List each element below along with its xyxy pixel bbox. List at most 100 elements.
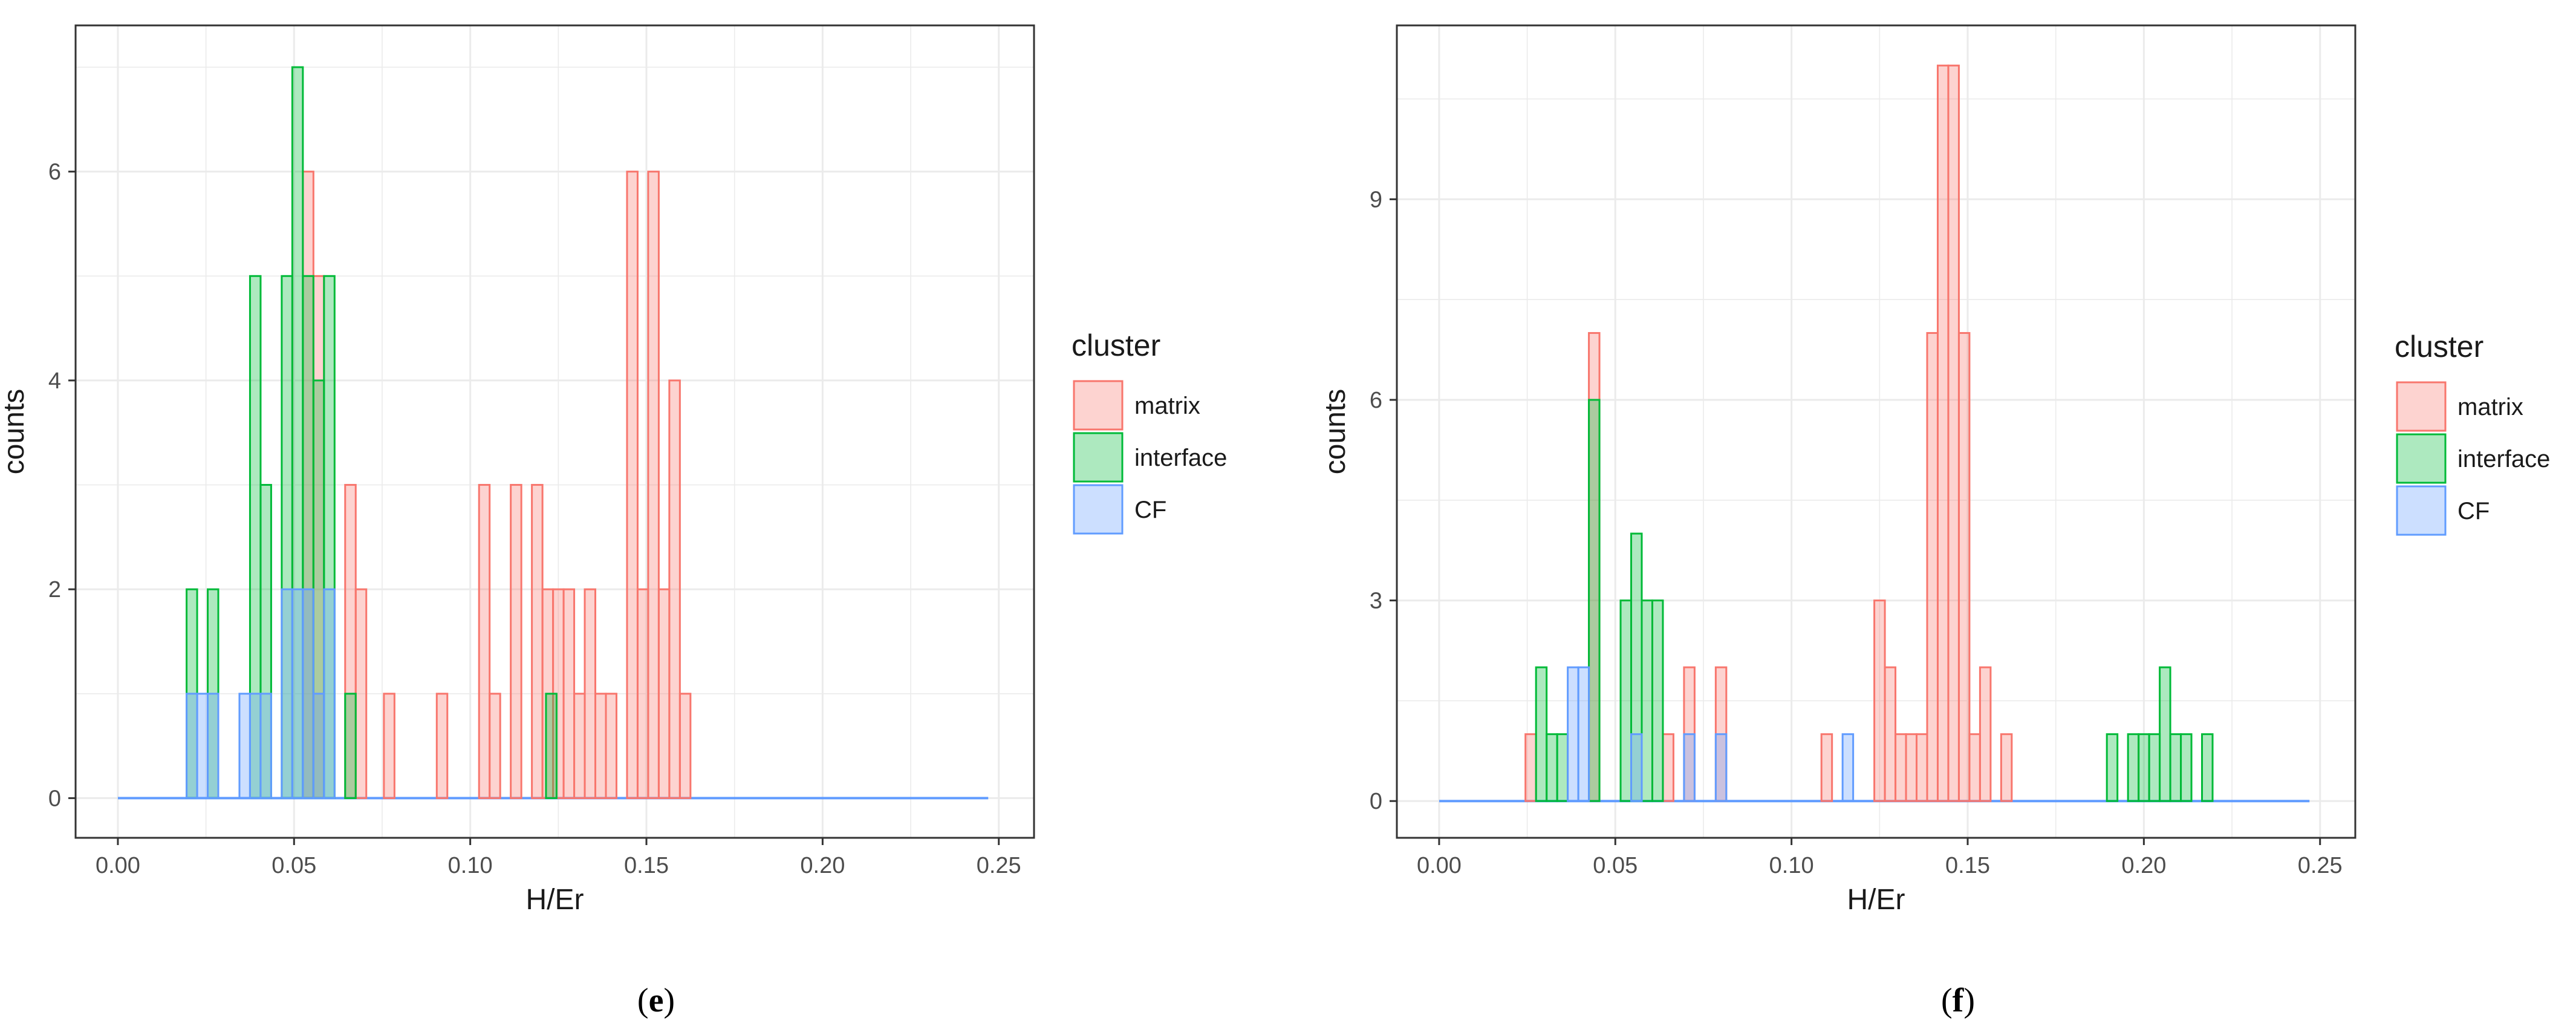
series-CF [1567, 666, 1855, 802]
x-tick-label: 0.25 [2298, 853, 2343, 878]
histogram-bar-matrix [531, 484, 544, 799]
histogram-bar-interface [1535, 666, 1548, 802]
histogram-bar-CF [1841, 733, 1855, 802]
histogram-bar-interface [1588, 399, 1601, 802]
histogram-bar-matrix [562, 588, 576, 799]
histogram-bar-matrix [1662, 733, 1674, 802]
histogram-bar-CF [249, 693, 262, 799]
series-CF [186, 588, 336, 799]
histogram-bar-CF [259, 693, 272, 799]
histogram-bar-matrix [636, 588, 649, 799]
histogram-bar-CF [281, 588, 293, 799]
histogram-bar-matrix [1916, 733, 1928, 802]
y-axis-title: counts [0, 389, 30, 474]
grid [1397, 25, 2355, 838]
x-tick-label: 0.20 [2121, 853, 2166, 878]
x-axis-title: H/Er [1847, 884, 1905, 916]
histogram-bar-interface [344, 693, 357, 799]
histogram-bar-interface [1546, 733, 1558, 802]
histogram-bar-matrix [1979, 666, 1992, 802]
histogram-bar-interface [1651, 599, 1664, 802]
histogram-bar-matrix [678, 693, 692, 799]
histogram-bar-matrix [1895, 733, 1907, 802]
series-interface [186, 66, 558, 799]
x-tick-label: 0.05 [272, 853, 316, 878]
caption-letter: f [1953, 982, 1965, 1019]
histogram-bar-matrix [647, 171, 660, 799]
histogram-bar-CF [1577, 666, 1590, 802]
histogram-bar-CF [312, 693, 325, 799]
legend: cluster matrix interface CF [2395, 330, 2550, 536]
legend: cluster matrix interface CF [1072, 328, 1227, 535]
caption-paren-open: ( [637, 982, 649, 1019]
legend-key-interface [2396, 433, 2447, 484]
histogram-bar-interface [1619, 599, 1633, 802]
histogram-bar-CF [302, 588, 314, 799]
histogram-bar-interface [2180, 733, 2193, 802]
legend-label-CF: CF [1134, 497, 1166, 523]
histogram-bar-matrix [354, 588, 368, 799]
x-tick-label: 0.00 [96, 853, 140, 878]
histogram-bar-interface [2201, 733, 2214, 802]
legend-key-CF [2396, 485, 2447, 536]
histogram-bar-interface [545, 693, 558, 799]
x-tick-label: 0.15 [624, 853, 669, 878]
histogram-bar-matrix [626, 171, 639, 799]
histogram-bar-matrix [1936, 64, 1950, 802]
x-axis-title: H/Er [526, 884, 584, 916]
histogram-bar-matrix [1947, 64, 1960, 802]
histogram-bar-CF [291, 588, 304, 799]
histogram-bar-interface [2148, 733, 2161, 802]
histogram-bar-matrix [584, 588, 597, 799]
caption-paren-close: ) [663, 982, 675, 1019]
histogram-bar-matrix [594, 693, 607, 799]
histogram-bar-matrix [478, 484, 491, 799]
legend-key-CF [1073, 484, 1124, 535]
histogram-bar-matrix [510, 484, 522, 799]
histogram-bar-CF [1714, 733, 1728, 802]
histogram-bar-interface [2169, 733, 2182, 802]
histogram-bar-matrix [2000, 733, 2013, 802]
histogram-bar-matrix [1905, 733, 1918, 802]
histogram-bar-CF [207, 693, 220, 799]
panel-border [1396, 24, 2356, 839]
legend-label-matrix: matrix [1134, 393, 1200, 419]
histogram-bar-CF [196, 693, 209, 799]
histogram-bar-interface [1556, 733, 1569, 802]
histogram-bar-CF [1630, 733, 1643, 802]
histogram-bar-matrix [1957, 331, 1971, 802]
y-tick-label: 9 [1370, 187, 1382, 212]
panel-border [74, 24, 1035, 839]
x-tick-label: 0.00 [1417, 853, 1462, 878]
histogram-bar-CF [238, 693, 251, 799]
chart-panel-e: 0 2 4 6 0.00 0.05 0.10 0.15 0.20 0.25 H/Er counts cl… [0, 24, 1227, 1019]
y-tick-label: 4 [48, 368, 61, 394]
histogram-bar-matrix [435, 693, 449, 799]
x-tick-label: 0.10 [448, 853, 493, 878]
histogram-bar-matrix [668, 379, 681, 799]
x-tick-label: 0.05 [1593, 853, 1638, 878]
histogram-bar-CF [1567, 666, 1579, 802]
y-tick-label: 3 [1370, 589, 1382, 614]
legend-key-matrix [1073, 380, 1124, 431]
histogram-bar-matrix [1524, 733, 1537, 802]
histogram-bar-interface [2106, 733, 2119, 802]
legend-label-interface: interface [1134, 445, 1227, 471]
x-tick-label: 0.25 [977, 853, 1021, 878]
histogram-bar-interface [2127, 733, 2140, 802]
caption-paren-open: ( [1941, 982, 1953, 1019]
y-tick-label: 0 [48, 786, 61, 811]
legend-key-interface [1073, 432, 1124, 483]
histogram-bar-interface [2138, 733, 2150, 802]
histogram-bar-matrix [573, 693, 586, 799]
y-axis-title: counts [1319, 389, 1351, 474]
panel-caption: (f) [1941, 982, 1975, 1019]
series-interface [1535, 399, 2214, 802]
caption-paren-close: ) [1963, 982, 1975, 1019]
histogram-bar-CF [323, 588, 336, 799]
histogram-bar-CF [186, 693, 198, 799]
x-tick-label: 0.20 [800, 853, 845, 878]
y-tick-label: 6 [48, 160, 61, 185]
legend-label-CF: CF [2457, 498, 2490, 524]
